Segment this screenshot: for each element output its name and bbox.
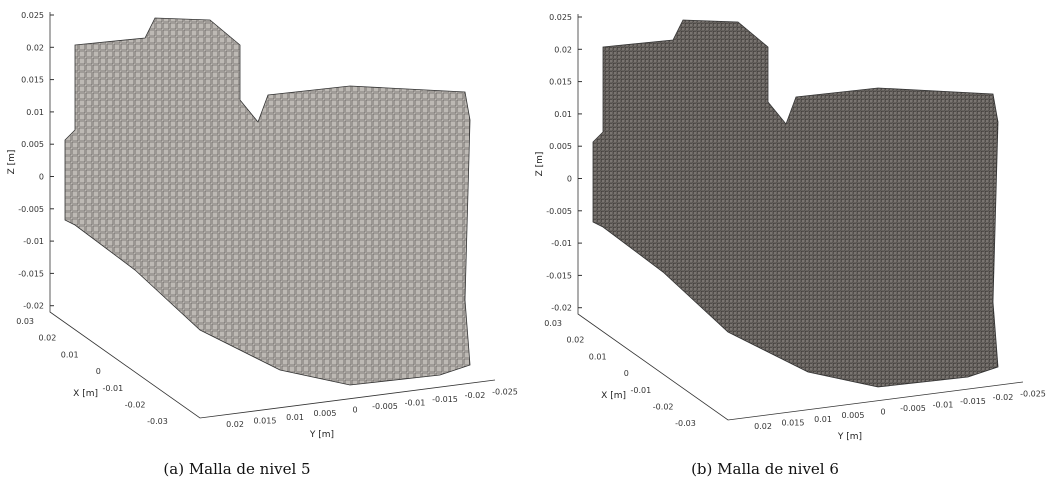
y-tick-label: 0.02: [226, 420, 244, 429]
y-tick-label: 0.005: [314, 409, 337, 418]
y-tick-label: -0.02: [465, 391, 486, 400]
z-axis-label: Z [m]: [7, 150, 17, 175]
x-tick-label: 0.01: [61, 350, 79, 359]
z-tick-label: 0.01: [26, 108, 44, 117]
z-tick-label: 0: [39, 173, 44, 182]
panel: 0.025 0.02 0.015 0.01 0.005 0 -0.005 -0.01 -0.01…: [7, 11, 518, 478]
z-tick-label: -0.005: [546, 207, 572, 216]
z-tick-label: -0.005: [18, 205, 44, 214]
y-tick-label: -0.025: [492, 388, 518, 397]
y-tick-label: 0: [880, 408, 885, 417]
y-tick-label: 0.015: [782, 418, 805, 427]
z-tick-label: -0.02: [23, 302, 44, 311]
z-tick-label: 0: [567, 175, 572, 184]
x-tick-label: 0.01: [589, 352, 607, 361]
x-tick-label: 0.03: [544, 319, 562, 328]
z-axis-label: Z [m]: [535, 152, 545, 177]
x-tick-label: -0.02: [125, 401, 146, 410]
panel: 0.025 0.02 0.015 0.01 0.005 0 -0.005 -0.01 -0.01…: [535, 13, 1046, 478]
y-tick-label: 0.015: [254, 416, 277, 425]
z-tick-label: 0.02: [554, 45, 572, 54]
y-tick-label: 0.005: [842, 411, 865, 420]
x-tick-label: 0: [624, 369, 629, 378]
x-tick-label: -0.03: [675, 419, 696, 428]
x-axis-label: X [m]: [73, 389, 98, 399]
z-tick-label: -0.01: [551, 239, 572, 248]
z-tick-label: 0.005: [549, 142, 572, 151]
y-tick-label: -0.005: [372, 402, 398, 411]
x-tick-label: 0.02: [38, 334, 56, 343]
y-tick-label: -0.025: [1020, 390, 1046, 399]
y-tick-label: -0.01: [933, 400, 954, 409]
x-tick-label: -0.03: [147, 417, 168, 426]
y-tick-label: -0.015: [960, 397, 986, 406]
y-tick-label: 0: [352, 406, 357, 415]
y-tick-label: -0.01: [405, 398, 426, 407]
z-tick-label: 0.02: [26, 43, 44, 52]
x-tick-label: 0.03: [16, 317, 34, 326]
z-tick-label: 0.01: [554, 110, 572, 119]
x-tick-label: 0.02: [566, 336, 584, 345]
figure: 0.025 0.02 0.015 0.01 0.005 0 -0.005 -0.01 -0.01…: [0, 0, 1049, 489]
z-tick-label: -0.015: [18, 269, 44, 278]
x-tick-label: -0.02: [653, 403, 674, 412]
z-tick-label: 0.015: [549, 78, 572, 87]
y-tick-label: -0.02: [993, 393, 1014, 402]
z-tick-label: -0.02: [551, 304, 572, 313]
x-tick-label: -0.01: [630, 386, 651, 395]
x-tick-label: -0.01: [102, 384, 123, 393]
z-tick-label: -0.01: [23, 237, 44, 246]
caption: (b) Malla de nivel 6: [691, 460, 839, 478]
x-tick-label: 0: [96, 367, 101, 376]
y-tick-label: 0.01: [286, 413, 304, 422]
y-tick-label: -0.015: [432, 395, 458, 404]
y-tick-label: 0.02: [754, 422, 772, 431]
z-tick-label: -0.015: [546, 271, 572, 280]
voxel-mesh: [65, 18, 470, 385]
z-tick-label: 0.015: [21, 76, 44, 85]
x-axis-label: X [m]: [601, 391, 626, 401]
voxel-mesh: [593, 20, 998, 387]
y-axis-label: Y [m]: [309, 430, 334, 440]
z-tick-label: 0.025: [549, 13, 572, 22]
z-tick-label: 0.025: [21, 11, 44, 20]
z-tick-label: 0.005: [21, 140, 44, 149]
caption: (a) Malla de nivel 5: [163, 460, 310, 478]
y-axis-label: Y [m]: [837, 432, 862, 442]
y-tick-label: 0.01: [814, 415, 832, 424]
y-tick-label: -0.005: [900, 404, 926, 413]
